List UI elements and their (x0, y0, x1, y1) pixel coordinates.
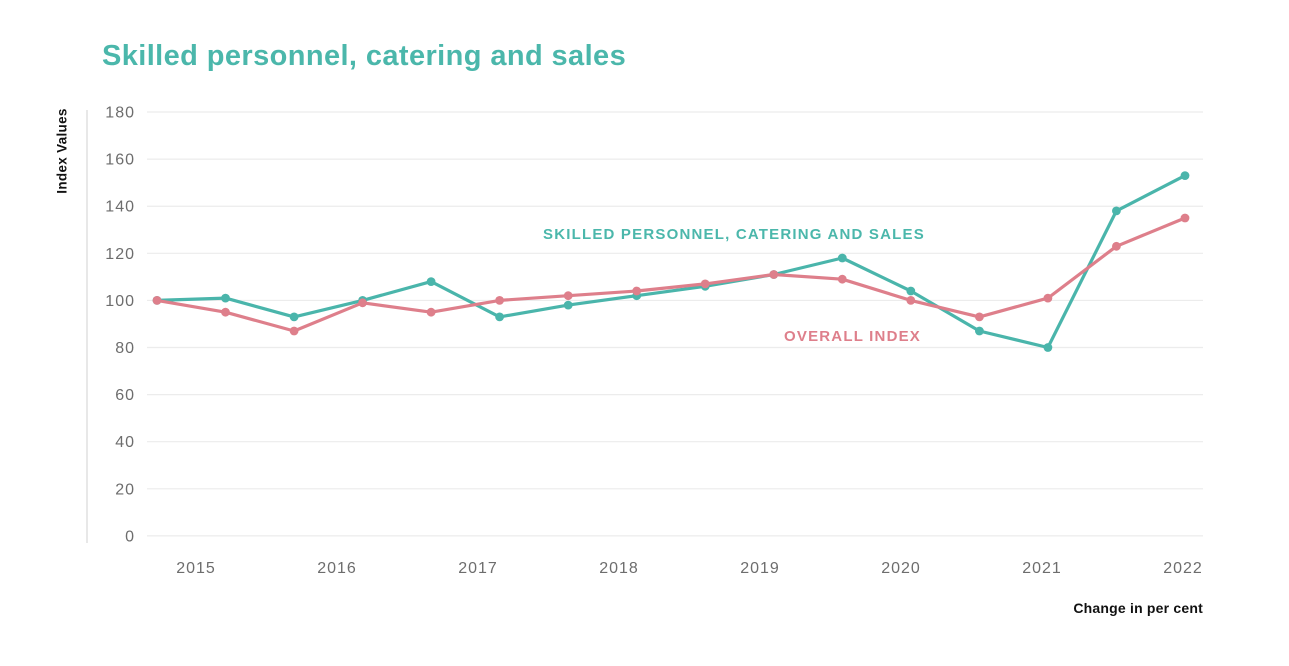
series-line-overall (155, 216, 1187, 333)
y-tick-label-0: 0 (125, 528, 135, 545)
y-tick-label-40: 40 (115, 434, 135, 451)
data-point-overall-2019 (700, 279, 710, 289)
series-label-overall-index: OVERALL INDEX (784, 328, 922, 345)
x-tick-label-2019: 2019 (740, 560, 780, 577)
x-tick-label-2015: 2015 (176, 560, 216, 577)
data-point-skilled-2022.5 (1180, 171, 1190, 181)
y-tick-label-120: 120 (105, 246, 135, 263)
data-point-skilled-2016 (289, 312, 299, 322)
data-point-overall-2021.5 (1043, 293, 1053, 303)
x-tick-label-2020: 2020 (881, 560, 921, 577)
data-point-overall-2015 (152, 296, 162, 305)
data-point-overall-2016.5 (358, 298, 367, 308)
data-point-overall-2017.5 (495, 296, 504, 305)
data-point-overall-2019.5 (769, 270, 779, 279)
data-point-overall-2015.5 (221, 307, 230, 317)
x-tick-label-2017: 2017 (458, 560, 498, 577)
data-point-overall-2018.5 (632, 286, 642, 296)
data-point-overall-2017 (426, 307, 436, 317)
y-tick-label-60: 60 (115, 387, 135, 404)
y-tick-label-180: 180 (105, 105, 135, 122)
y-tick-label-140: 140 (105, 199, 135, 216)
chart-title: Skilled personnel, catering and sales (102, 40, 627, 72)
x-axis-label: Change in per cent (1073, 600, 1203, 616)
series-label-skilled-personnel: SKILLED PERSONNEL, CATERING AND SALES (543, 226, 925, 243)
y-tick-label-20: 20 (115, 481, 135, 498)
x-tick-label-2018: 2018 (599, 560, 639, 577)
data-point-skilled-2020.5 (906, 286, 916, 296)
series-line-skilled (155, 174, 1187, 350)
y-tick-label-100: 100 (105, 293, 135, 310)
data-point-skilled-2021.5 (1043, 343, 1053, 352)
data-point-skilled-2021 (975, 326, 984, 336)
data-point-overall-2020 (837, 274, 847, 284)
x-tick-label-2016: 2016 (317, 560, 357, 577)
x-tick-label-2022: 2022 (1163, 560, 1203, 577)
data-point-skilled-2020 (837, 253, 847, 263)
data-point-overall-2020.5 (906, 296, 916, 305)
data-point-skilled-2017.5 (495, 312, 504, 322)
y-tick-label-80: 80 (115, 340, 135, 357)
data-point-skilled-2022 (1112, 206, 1121, 216)
y-tick-label-160: 160 (105, 152, 135, 169)
data-point-overall-2018 (563, 291, 573, 301)
x-tick-label-2021: 2021 (1022, 560, 1062, 577)
data-point-skilled-2018 (563, 300, 573, 310)
data-point-skilled-2015.5 (221, 293, 230, 303)
data-point-overall-2022 (1112, 241, 1121, 251)
data-point-overall-2022.5 (1180, 213, 1190, 223)
data-point-skilled-2017 (426, 277, 436, 286)
data-point-overall-2021 (975, 312, 984, 322)
data-point-overall-2016 (289, 326, 299, 336)
